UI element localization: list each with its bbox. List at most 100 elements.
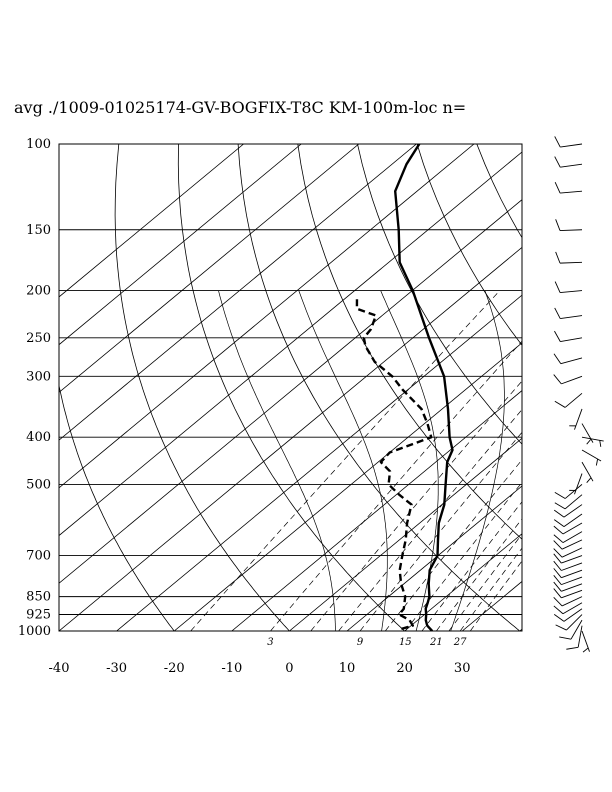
wind-barb-feather bbox=[553, 568, 562, 578]
wind-barb-staff bbox=[561, 596, 583, 607]
wind-barb-staff bbox=[562, 531, 583, 543]
wind-barb-staff bbox=[570, 619, 583, 640]
mixing-ratio-line bbox=[190, 290, 501, 631]
moist-adiabat-line bbox=[380, 290, 439, 631]
chart-title: avg ./1009-01025174-GV-BOGFIX-T8C KM-100… bbox=[14, 98, 466, 117]
isotherm-line bbox=[116, 294, 522, 631]
temperature-tick-label: 30 bbox=[454, 661, 471, 676]
wind-barb-staff bbox=[577, 625, 583, 648]
wind-barb bbox=[566, 625, 583, 650]
wind-barb-staff bbox=[561, 589, 583, 599]
wind-barb bbox=[554, 484, 583, 499]
wind-barb-staff bbox=[581, 436, 604, 442]
dry-adiabat-line bbox=[114, 144, 290, 631]
pressure-tick-label: 1000 bbox=[18, 624, 51, 639]
wind-barb bbox=[554, 136, 583, 148]
mixing-ratio-line bbox=[436, 518, 522, 631]
wind-barb bbox=[553, 353, 583, 365]
wind-barb bbox=[581, 436, 604, 447]
wind-barb bbox=[569, 473, 583, 495]
wind-barb-staff bbox=[574, 408, 583, 430]
mixing-ratio-label: 15 bbox=[399, 637, 412, 648]
temperature-profile-line bbox=[394, 144, 454, 631]
pressure-tick-label: 925 bbox=[26, 608, 51, 623]
isotherm-line bbox=[59, 151, 522, 537]
wind-barb-staff bbox=[561, 569, 583, 579]
mixing-ratio-line bbox=[405, 481, 522, 631]
wind-barb bbox=[553, 553, 583, 564]
wind-barb-staff bbox=[559, 229, 583, 231]
moist-adiabat-line bbox=[298, 290, 388, 631]
isotherm-line bbox=[59, 144, 244, 298]
moist-adiabat-line bbox=[218, 290, 336, 631]
temperature-tick-label: -10 bbox=[221, 661, 242, 676]
wind-barb bbox=[581, 423, 594, 445]
wind-barb-staff bbox=[564, 494, 583, 510]
wind-barb-feather bbox=[555, 251, 561, 264]
wind-barb-feather bbox=[554, 400, 566, 408]
wind-barb bbox=[553, 596, 583, 607]
isotherm-line bbox=[173, 342, 522, 631]
wind-barb-feather bbox=[554, 156, 561, 168]
pressure-tick-label: 500 bbox=[26, 477, 51, 492]
wind-barb bbox=[569, 408, 583, 430]
wind-barb bbox=[554, 330, 583, 343]
isotherm-line bbox=[404, 533, 522, 631]
isotherm-line bbox=[346, 485, 522, 631]
wind-barb-feather bbox=[553, 374, 562, 385]
plot-frame bbox=[58, 143, 523, 632]
dry-adiabat-line bbox=[177, 144, 405, 631]
wind-barb-feather bbox=[553, 553, 562, 564]
wind-barb-feather bbox=[555, 624, 567, 631]
pressure-tick-label: 100 bbox=[26, 137, 51, 152]
wind-barb bbox=[553, 568, 583, 579]
wind-barb-half-feather bbox=[595, 458, 599, 466]
wind-barb-feather bbox=[554, 492, 566, 499]
wind-barb-staff bbox=[560, 190, 583, 194]
wind-barb-feather bbox=[554, 330, 561, 342]
isotherm-line bbox=[59, 144, 360, 393]
wind-barb-feather bbox=[553, 613, 565, 622]
wind-barb bbox=[553, 374, 583, 385]
wind-barb-feather bbox=[553, 353, 562, 364]
wind-barb-staff bbox=[561, 583, 583, 592]
wind-barb-feather bbox=[554, 181, 561, 194]
wind-barb-staff bbox=[560, 337, 583, 343]
wind-barb bbox=[581, 630, 590, 653]
sounding-profiles bbox=[355, 144, 454, 631]
wind-barb bbox=[555, 251, 583, 264]
wind-barb bbox=[553, 547, 583, 558]
wind-barb-half-feather bbox=[582, 647, 589, 653]
wind-barb-feather bbox=[553, 525, 564, 535]
temperature-tick-label: -40 bbox=[49, 661, 70, 676]
dry-adiabat-line bbox=[297, 144, 522, 540]
wind-barb-staff bbox=[561, 539, 583, 550]
temperature-tick-label: 10 bbox=[339, 661, 356, 676]
wind-barb-staff bbox=[562, 522, 583, 535]
isotherm-line bbox=[289, 437, 522, 631]
wind-barb bbox=[553, 581, 583, 592]
wind-barb-staff bbox=[581, 449, 602, 462]
wind-barb-staff bbox=[581, 461, 594, 482]
wind-barb bbox=[553, 575, 583, 586]
dry-adiabat-line bbox=[476, 144, 522, 239]
temperature-tick-label: -20 bbox=[164, 661, 185, 676]
wind-barb-feather bbox=[553, 540, 563, 550]
mixing-ratio-line bbox=[459, 547, 522, 631]
wind-barb-feather bbox=[553, 588, 562, 599]
pressure-tick-label: 400 bbox=[26, 430, 51, 445]
wind-barb bbox=[555, 219, 583, 231]
moist-adiabat-line bbox=[450, 290, 505, 631]
wind-barb-feather bbox=[554, 136, 561, 148]
pressure-tick-label: 250 bbox=[26, 331, 51, 346]
mixing-ratio-label: 9 bbox=[357, 637, 364, 648]
wind-barb-feather bbox=[554, 307, 561, 319]
wind-barb bbox=[553, 588, 583, 599]
wind-barb-feather bbox=[553, 509, 565, 518]
wind-barb-half-feather bbox=[586, 477, 592, 483]
wind-barb bbox=[553, 522, 583, 535]
wind-barb-feather bbox=[553, 548, 563, 558]
wind-barb bbox=[553, 608, 583, 622]
